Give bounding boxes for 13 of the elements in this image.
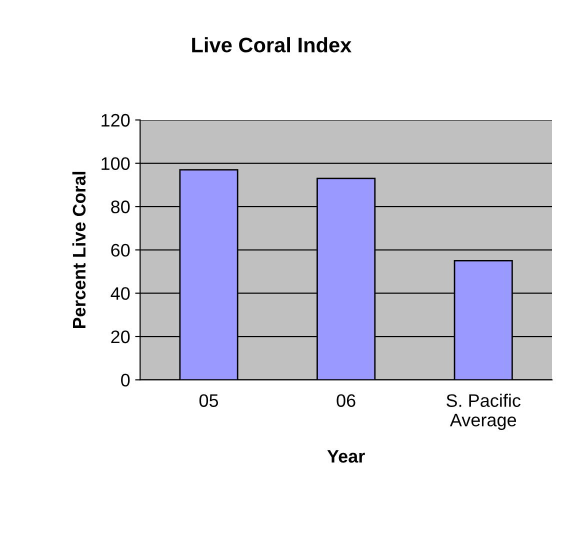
y-tick-label: 100 (102, 157, 130, 170)
x-tick-label: S. Pacific Average (446, 394, 521, 430)
y-tick-label: 60 (111, 244, 130, 257)
y-tick-label: 0 (121, 374, 130, 387)
y-tick-label: 120 (102, 114, 130, 127)
x-axis-title: Year (327, 450, 365, 463)
y-tick-label: 40 (110, 287, 130, 300)
y-axis-title: Percent Live Coral (72, 172, 86, 328)
x-tick-label: 05 (199, 394, 218, 407)
y-tick-label: 20 (111, 330, 130, 344)
y-tick-label: 80 (111, 200, 130, 214)
x-tick-label: 06 (336, 394, 356, 407)
chart-title: Live Coral Index (192, 37, 352, 52)
